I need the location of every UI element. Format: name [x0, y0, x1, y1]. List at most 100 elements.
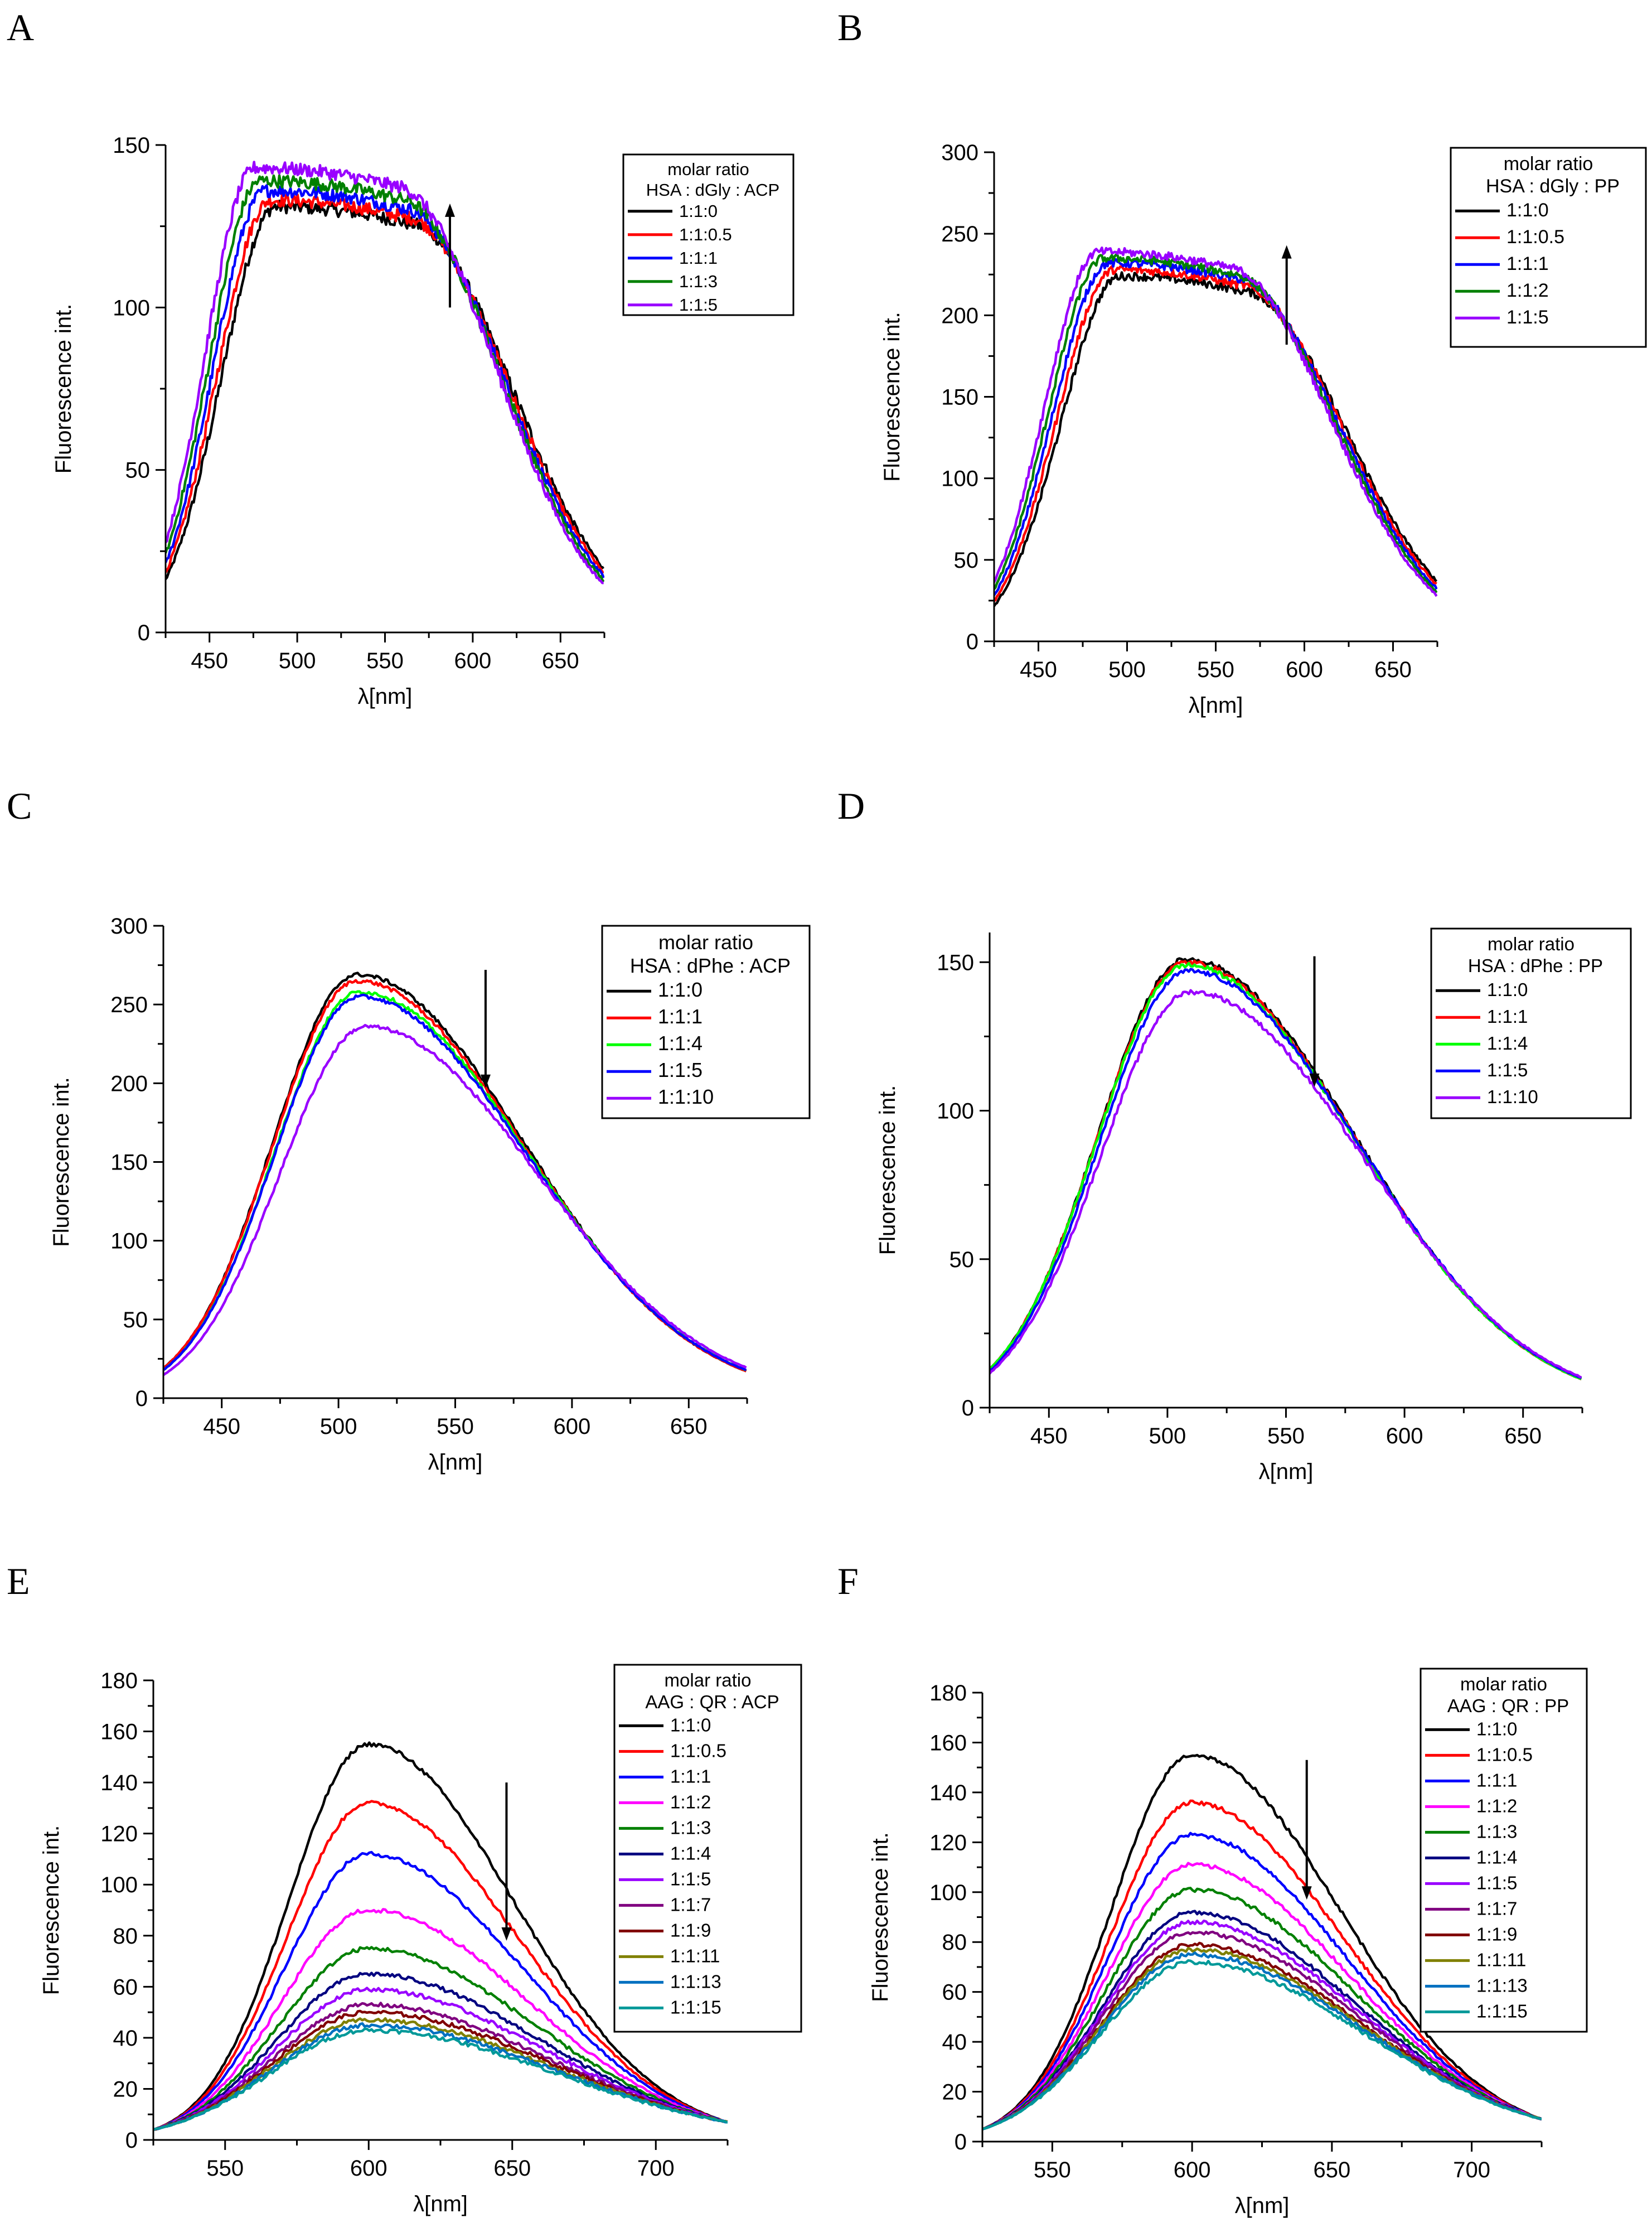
legend-entry: 1:1:1 — [658, 1005, 703, 1028]
series-line — [982, 1930, 1542, 2130]
legend-entry: 1:1:0 — [1506, 200, 1549, 221]
legend-entry: 1:1:0 — [1487, 979, 1528, 1000]
y-tick-label: 140 — [100, 1771, 138, 1795]
series-line — [166, 174, 604, 583]
y-axis-title: Fluorescence int. — [39, 1825, 64, 1995]
series-line — [163, 993, 747, 1371]
series-line — [994, 253, 1437, 593]
y-tick-label: 0 — [962, 1396, 974, 1420]
series-line — [990, 989, 1582, 1379]
y-tick-label: 50 — [125, 458, 151, 483]
legend-entry: 1:1:4 — [658, 1032, 703, 1055]
legend-entry: 1:1:13 — [1476, 1975, 1528, 1995]
legend-entry: 1:1:13 — [670, 1971, 721, 1992]
y-tick-label: 0 — [955, 2130, 967, 2154]
y-tick-label: 180 — [929, 1681, 967, 1705]
series-line — [982, 1959, 1542, 2130]
x-tick-label: 650 — [1504, 1424, 1542, 1448]
series-line — [166, 184, 604, 578]
series-line — [982, 1799, 1542, 2130]
legend-entry: 1:1:5 — [679, 295, 718, 315]
legend-title: molar ratio — [667, 160, 749, 179]
legend-entry: 1:1:7 — [1476, 1898, 1517, 1919]
legend-entry: 1:1:9 — [1476, 1924, 1517, 1944]
series-line — [982, 1753, 1542, 2130]
y-tick-label: 20 — [942, 2080, 967, 2105]
y-tick-label: 0 — [125, 2128, 138, 2153]
x-tick-label: 600 — [454, 649, 492, 673]
legend-subtitle: HSA : dGly : PP — [1486, 176, 1620, 197]
legend-subtitle: HSA : dPhe : PP — [1468, 955, 1603, 976]
legend-entry: 1:1:1 — [1476, 1770, 1517, 1790]
y-tick-label: 0 — [138, 621, 150, 645]
legend-entry: 1:1:5 — [658, 1059, 703, 1081]
y-tick-label: 60 — [113, 1975, 138, 1999]
series-line — [994, 246, 1437, 597]
x-tick-label: 450 — [203, 1414, 240, 1439]
legend-entry: 1:1:10 — [658, 1085, 714, 1108]
y-tick-label: 100 — [937, 1099, 974, 1124]
x-tick-label: 450 — [1020, 658, 1057, 682]
series-line — [994, 271, 1437, 607]
legend-entry: 1:1:11 — [1476, 1949, 1526, 1970]
y-tick-label: 80 — [113, 1924, 138, 1949]
legend-entry: 1:1:0.5 — [1506, 226, 1564, 248]
x-tick-label: 450 — [1030, 1424, 1068, 1448]
legend-subtitle: AAG : QR : PP — [1447, 1695, 1569, 1716]
y-tick-label: 150 — [941, 385, 978, 410]
legend-entry: 1:1:0 — [670, 1714, 711, 1735]
y-tick-label: 0 — [966, 630, 978, 654]
series-lines — [982, 1753, 1542, 2131]
legend-entry: 1:1:2 — [670, 1791, 711, 1812]
y-tick-label: 20 — [113, 2077, 138, 2101]
x-tick-label: 550 — [1197, 658, 1234, 682]
legend-title: molar ratio — [1488, 934, 1575, 954]
x-axis-title: λ[nm] — [1189, 693, 1243, 718]
legend-subtitle: HSA : dPhe : ACP — [630, 954, 791, 977]
legend-entry: 1:1:4 — [670, 1843, 711, 1863]
x-tick-label: 500 — [1108, 658, 1146, 682]
y-tick-label: 180 — [100, 1669, 138, 1693]
x-tick-label: 550 — [366, 649, 404, 673]
y-tick-label: 50 — [123, 1308, 148, 1332]
legend-subtitle: HSA : dGly : ACP — [646, 180, 779, 200]
trend-arrow-head — [501, 1927, 512, 1941]
legend-entry: 1:1:7 — [670, 1894, 711, 1915]
y-tick-label: 40 — [113, 2026, 138, 2051]
legend-entry: 1:1:0 — [658, 978, 703, 1001]
x-tick-label: 600 — [1174, 2158, 1211, 2182]
legend-entry: 1:1:15 — [670, 1997, 721, 2017]
y-tick-label: 120 — [929, 1830, 967, 1855]
panel-c: C 450 500 550 600 650 0 50 100 150 200 250 300 λ[nm] F… — [7, 785, 811, 1475]
y-tick-label: 100 — [113, 296, 150, 320]
series-lines — [994, 246, 1437, 607]
x-tick-label: 650 — [1314, 2158, 1351, 2182]
legend-entry: 1:1:3 — [1476, 1821, 1517, 1842]
panel-f: F 550 600 650 700 0 20 40 60 80 100 120 140 160 180 λ[n… — [837, 1560, 1588, 2218]
series-line — [153, 1741, 728, 2131]
legend-entry: 1:1:4 — [1487, 1033, 1528, 1054]
x-axis-title: λ[nm] — [413, 2192, 468, 2216]
legend-entry: 1:1:3 — [679, 272, 718, 291]
x-tick-label: 550 — [206, 2156, 244, 2181]
legend-entry: 1:1:0.5 — [679, 225, 732, 244]
legend-entry: 1:1:3 — [670, 1817, 711, 1838]
y-tick-label: 150 — [113, 133, 150, 158]
series-line — [153, 1971, 728, 2131]
legend-entry: 1:1:15 — [1476, 2000, 1528, 2021]
series-line — [163, 1023, 747, 1376]
panel-e: E 550 600 650 700 0 20 40 60 80 100 120 140 160 180 λ[n… — [7, 1560, 802, 2216]
x-axis-title: λ[nm] — [428, 1450, 483, 1475]
y-tick-label: 160 — [100, 1720, 138, 1745]
x-tick-label: 600 — [350, 2156, 387, 2181]
trend-arrow-head — [444, 203, 455, 217]
x-axis-title: λ[nm] — [358, 684, 413, 709]
legend-title: molar ratio — [1504, 153, 1593, 175]
legend-entry: 1:1:0.5 — [1476, 1744, 1533, 1765]
